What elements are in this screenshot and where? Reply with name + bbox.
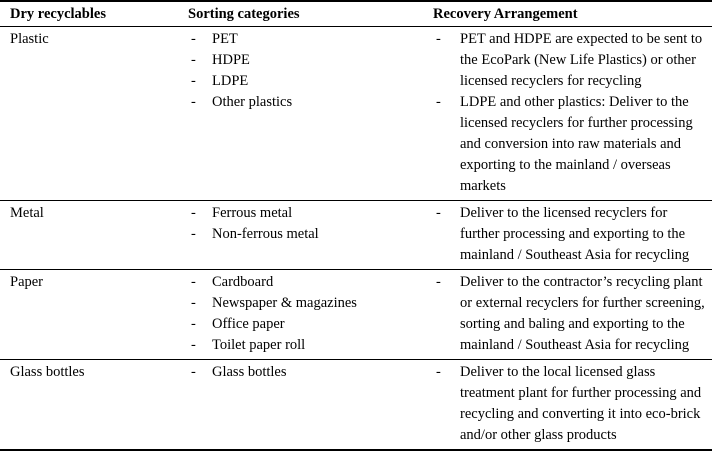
material-name: Paper: [10, 274, 44, 290]
material-name: Metal: [10, 205, 44, 221]
dash-marker: -: [436, 205, 441, 221]
list-item-text: Toilet paper roll: [212, 337, 306, 353]
list-item-text: Deliver to the contractor’s recycling pl…: [460, 274, 705, 353]
list-item: - Glass bottles: [188, 362, 433, 383]
sorting-categories-list: - Cardboard - Newspaper & magazines - Offic…: [188, 272, 433, 356]
dash-marker: -: [191, 73, 196, 89]
list-item-text: HDPE: [212, 52, 250, 68]
list-item: - Other plastics: [188, 92, 433, 113]
list-item-text: Cardboard: [212, 274, 274, 290]
table-header-row: Dry recyclables Sorting categories Recov…: [0, 2, 712, 27]
list-item-text: Office paper: [212, 316, 285, 332]
dash-marker: -: [436, 31, 441, 47]
list-item: - Non-ferrous metal: [188, 224, 433, 245]
dash-marker: -: [191, 226, 196, 242]
dash-marker: -: [191, 31, 196, 47]
list-item-text: Other plastics: [212, 94, 293, 110]
list-item-text: Newspaper & magazines: [212, 295, 357, 311]
recyclables-table: Dry recyclables Sorting categories Recov…: [0, 0, 712, 451]
list-item: - HDPE: [188, 50, 433, 71]
list-item: - LDPE: [188, 71, 433, 92]
list-item: - Cardboard: [188, 272, 433, 293]
list-item: - Newspaper & magazines: [188, 293, 433, 314]
list-item-text: PET: [212, 31, 238, 47]
document-page: Dry recyclables Sorting categories Recov…: [0, 0, 712, 451]
column-header-sorting-categories: Sorting categories: [188, 6, 300, 22]
dash-marker: -: [191, 295, 196, 311]
list-item: - PET: [188, 29, 433, 50]
table-row-plastic: Plastic - PET - HDPE - LDPE - Other plastics…: [0, 27, 712, 201]
dash-marker: -: [191, 52, 196, 68]
list-item-text: Deliver to the local licensed glass trea…: [460, 364, 702, 443]
dash-marker: -: [191, 364, 196, 380]
list-item: - Deliver to the local licensed glass tre…: [433, 362, 712, 446]
column-header-dry-recyclables: Dry recyclables: [10, 6, 106, 22]
list-item: - LDPE and other plastics: Deliver to the…: [433, 92, 712, 197]
table-row-metal: Metal - Ferrous metal - Non-ferrous metal …: [0, 201, 712, 270]
dash-marker: -: [191, 337, 196, 353]
table-row-glass-bottles: Glass bottles - Glass bottles - Deliver to…: [0, 360, 712, 449]
list-item-text: LDPE: [212, 73, 249, 89]
recovery-arrangement-list: - Deliver to the local licensed glass tre…: [433, 362, 712, 446]
list-item-text: Non-ferrous metal: [212, 226, 319, 242]
dash-marker: -: [436, 364, 441, 380]
dash-marker: -: [191, 94, 196, 110]
list-item-text: LDPE and other plastics: Deliver to the …: [460, 94, 693, 194]
recovery-arrangement-list: - PET and HDPE are expected to be sent to…: [433, 29, 712, 197]
dash-marker: -: [436, 274, 441, 290]
list-item-text: Glass bottles: [212, 364, 287, 380]
sorting-categories-list: - Glass bottles: [188, 362, 433, 446]
dash-marker: -: [191, 274, 196, 290]
table-row-paper: Paper - Cardboard - Newspaper & magazines …: [0, 270, 712, 360]
material-name: Glass bottles: [10, 364, 85, 380]
material-name: Plastic: [10, 31, 49, 47]
list-item-text: Deliver to the licensed recyclers for fu…: [460, 205, 690, 263]
list-item: - Deliver to the contractor’s recycling p…: [433, 272, 712, 356]
dash-marker: -: [191, 205, 196, 221]
list-item: - Toilet paper roll: [188, 335, 433, 356]
recovery-arrangement-list: - Deliver to the contractor’s recycling p…: [433, 272, 712, 356]
list-item-text: PET and HDPE are expected to be sent to …: [460, 31, 703, 89]
sorting-categories-list: - PET - HDPE - LDPE - Other plastics: [188, 29, 433, 197]
list-item: - Ferrous metal: [188, 203, 433, 224]
column-header-recovery-arrangement: Recovery Arrangement: [433, 6, 578, 22]
list-item: - PET and HDPE are expected to be sent to…: [433, 29, 712, 92]
recovery-arrangement-list: - Deliver to the licensed recyclers for f…: [433, 203, 712, 266]
list-item: - Office paper: [188, 314, 433, 335]
list-item: - Deliver to the licensed recyclers for f…: [433, 203, 712, 266]
dash-marker: -: [436, 94, 441, 110]
sorting-categories-list: - Ferrous metal - Non-ferrous metal: [188, 203, 433, 266]
list-item-text: Ferrous metal: [212, 205, 293, 221]
dash-marker: -: [191, 316, 196, 332]
